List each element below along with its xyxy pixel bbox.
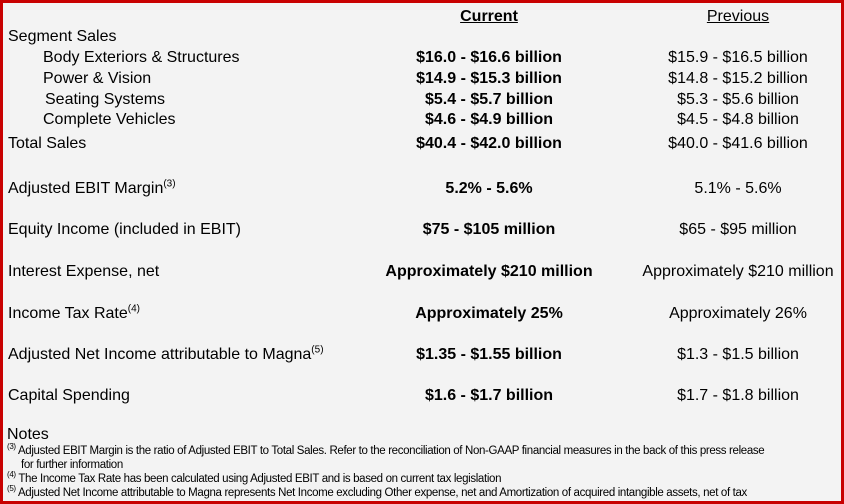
segment-previous: $5.3 - $5.6 billion [677,91,799,108]
metric-current: $75 - $105 million [422,221,556,238]
footnote-ref: (5) [311,344,324,356]
note-item: (4) The Income Tax Rate has been calcula… [7,470,502,485]
footnote-ref: (3) [163,178,176,190]
section-label: Segment Sales [8,28,117,45]
metric-row: Equity Income (included in EBIT) $75 - $… [3,220,841,240]
metric-current: $40.4 - $42.0 billion [416,135,562,152]
segment-label: Complete Vehicles [43,111,176,128]
metric-row: Adjusted EBIT Margin(3) 5.2% - 5.6% 5.1%… [3,179,841,199]
segment-row: Complete Vehicles $4.6 - $4.9 billion $4… [3,110,841,130]
metric-current: $1.6 - $1.7 billion [424,387,554,404]
segment-current: $5.4 - $5.7 billion [424,91,554,108]
notes-section: Notes (3) Adjusted EBIT Margin is the ra… [7,426,837,500]
metric-label: Equity Income (included in EBIT) [8,221,241,238]
header-previous: Previous [706,8,770,25]
metric-row: Capital Spending $1.6 - $1.7 billion $1.… [3,386,841,406]
segment-label: Seating Systems [45,91,166,108]
metric-label: Interest Expense, net [8,263,160,280]
metric-label: Total Sales [8,135,87,152]
metric-row: Total Sales $40.4 - $42.0 billion $40.0 … [3,134,841,154]
segment-row: Power & Vision $14.9 - $15.3 billion $14… [3,69,841,89]
segment-row: Body Exteriors & Structures $16.0 - $16.… [3,48,841,68]
segment-previous: $15.9 - $16.5 billion [668,49,808,66]
segment-current: $16.0 - $16.6 billion [416,49,562,66]
segment-previous: $4.5 - $4.8 billion [677,111,799,128]
metric-current: Approximately 25% [415,305,563,322]
header-current: Current [460,8,518,25]
segment-label: Body Exteriors & Structures [43,49,240,66]
segment-row: Seating Systems $5.4 - $5.7 billion $5.3… [3,90,841,110]
segment-label: Power & Vision [43,70,152,87]
metric-row: Interest Expense, net Approximately $210… [3,262,841,282]
metric-row: Income Tax Rate(4) Approximately 25% App… [3,304,841,324]
metric-previous: $40.0 - $41.6 billion [668,135,808,152]
note-item: (5) Adjusted Net Income attributable to … [7,484,747,499]
metric-current: 5.2% - 5.6% [445,180,533,197]
segment-current: $4.6 - $4.9 billion [424,111,554,128]
metric-previous: Approximately $210 million [642,263,834,280]
metric-previous: $1.3 - $1.5 billion [677,346,799,363]
metric-label: Adjusted Net Income attributable to Magn… [8,346,312,363]
header-row: Current Previous [3,7,841,27]
metric-previous: $1.7 - $1.8 billion [677,387,799,404]
note-item: (3) Adjusted EBIT Margin is the ratio of… [7,442,765,457]
metric-previous: 5.1% - 5.6% [694,180,782,197]
notes-title: Notes [7,426,49,443]
metric-label: Income Tax Rate [8,305,128,322]
metric-previous: Approximately 26% [669,305,807,322]
note-continuation: for further information [21,459,123,471]
metric-previous: $65 - $95 million [679,221,797,238]
metric-row: Adjusted Net Income attributable to Magn… [3,345,841,365]
metric-label: Capital Spending [8,387,130,404]
metric-current: $1.35 - $1.55 billion [416,346,562,363]
metric-label: Adjusted EBIT Margin [8,180,164,197]
metric-current: Approximately $210 million [385,263,593,280]
segment-previous: $14.8 - $15.2 billion [668,70,808,87]
segment-current: $14.9 - $15.3 billion [416,70,562,87]
section-row: Segment Sales [3,27,841,47]
footnote-ref: (4) [127,303,140,315]
